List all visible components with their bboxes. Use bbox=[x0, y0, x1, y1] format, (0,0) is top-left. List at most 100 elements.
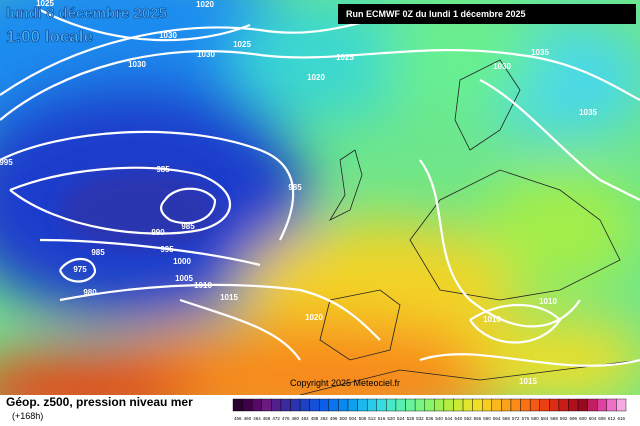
isobar-label: 1035 bbox=[579, 108, 597, 117]
colorbar-swatch bbox=[472, 398, 483, 412]
colorbar-swatch bbox=[529, 398, 540, 412]
colorbar-swatch bbox=[453, 398, 464, 412]
colorbar-swatch bbox=[251, 398, 262, 412]
colorbar-swatch bbox=[434, 398, 445, 412]
colorbar-swatch bbox=[357, 398, 368, 412]
isobar-label: 980 bbox=[83, 288, 97, 297]
colorbar-label: 500 bbox=[339, 416, 347, 421]
colorbar-label: 464 bbox=[253, 416, 261, 421]
colorbar: 456 460 464 468 472 476 480 484 488 492 496 500 504 5… bbox=[232, 398, 627, 421]
colorbar-label: 540 bbox=[435, 416, 443, 421]
colorbar-label: 568 bbox=[502, 416, 510, 421]
colorbar-swatch bbox=[606, 398, 617, 412]
isobar-label: 975 bbox=[73, 265, 87, 274]
colorbar-label: 552 bbox=[464, 416, 472, 421]
colorbar-label: 560 bbox=[483, 416, 491, 421]
colorbar-swatch bbox=[491, 398, 502, 412]
colorbar-swatch bbox=[510, 398, 521, 412]
colorbar-swatch bbox=[328, 398, 339, 412]
colorbar-label: 588 bbox=[550, 416, 558, 421]
isobar-label: 995 bbox=[160, 245, 174, 254]
colorbar-label: 592 bbox=[560, 416, 568, 421]
isobar-label: 995 bbox=[0, 158, 13, 167]
colorbar-swatch bbox=[501, 398, 512, 412]
colorbar-label: 596 bbox=[570, 416, 578, 421]
colorbar-swatch bbox=[520, 398, 531, 412]
isobar-label: 1030 bbox=[159, 31, 177, 40]
colorbar-label: 536 bbox=[426, 416, 434, 421]
colorbar-swatch bbox=[414, 398, 425, 412]
lead-time: (+168h) bbox=[12, 411, 43, 421]
colorbar-swatch bbox=[376, 398, 387, 412]
colorbar-label: 496 bbox=[330, 416, 338, 421]
colorbar-swatch bbox=[443, 398, 454, 412]
colorbar-label: 508 bbox=[359, 416, 367, 421]
isobar-label: 985 bbox=[91, 248, 105, 257]
colorbar-label: 564 bbox=[493, 416, 501, 421]
colorbar-swatch bbox=[405, 398, 416, 412]
legend-title: Géop. z500, pression niveau mer bbox=[6, 395, 193, 409]
colorbar-label: 456 bbox=[234, 416, 242, 421]
colorbar-swatch bbox=[568, 398, 579, 412]
colorbar-label: 468 bbox=[263, 416, 271, 421]
isobar-label: 1025 bbox=[336, 53, 354, 62]
colorbar-label: 532 bbox=[416, 416, 424, 421]
colorbar-swatch bbox=[558, 398, 569, 412]
colorbar-label: 604 bbox=[589, 416, 597, 421]
time-label: 1:00 locale bbox=[6, 27, 93, 46]
colorbar-swatch bbox=[386, 398, 397, 412]
colorbar-swatch bbox=[280, 398, 291, 412]
low-cores bbox=[60, 170, 220, 250]
colorbar-label: 476 bbox=[282, 416, 290, 421]
isobar-labels: 1025 1020 1030 1030 1025 1030 1020 1025 … bbox=[0, 0, 597, 386]
colorbar-label: 556 bbox=[474, 416, 482, 421]
colorbar-swatch bbox=[338, 398, 349, 412]
isobar-label: 1015 bbox=[519, 377, 537, 386]
coastlines bbox=[299, 59, 640, 396]
colorbar-label: 520 bbox=[387, 416, 395, 421]
colorbar-label: 472 bbox=[272, 416, 280, 421]
isobar-label: 1010 bbox=[483, 315, 501, 324]
isobar-label: 985 bbox=[156, 165, 170, 174]
colorbar-label: 580 bbox=[531, 416, 539, 421]
colorbar-label: 516 bbox=[378, 416, 386, 421]
isobar-label: 1020 bbox=[196, 0, 214, 9]
colorbar-label: 460 bbox=[244, 416, 252, 421]
colorbar-swatch bbox=[232, 398, 243, 412]
colorbar-swatch bbox=[290, 398, 301, 412]
colorbar-swatch bbox=[616, 398, 627, 412]
colorbar-label: 548 bbox=[454, 416, 462, 421]
isobar-label: 1020 bbox=[305, 313, 323, 322]
colorbar-swatch bbox=[577, 398, 588, 412]
colorbar-swatch bbox=[395, 398, 406, 412]
colorbar-swatch bbox=[462, 398, 473, 412]
colorbar-label: 524 bbox=[397, 416, 405, 421]
colorbar-label: 512 bbox=[368, 416, 376, 421]
colorbar-label: 572 bbox=[512, 416, 520, 421]
isobars bbox=[0, 8, 640, 367]
colorbar-label: 484 bbox=[301, 416, 309, 421]
isobar-label: 1030 bbox=[128, 60, 146, 69]
isobar-label: 985 bbox=[288, 183, 302, 192]
colorbar-label: 584 bbox=[541, 416, 549, 421]
colorbar-swatch bbox=[482, 398, 493, 412]
isobar-label: 1010 bbox=[539, 297, 557, 306]
colorbar-label: 612 bbox=[608, 416, 616, 421]
colorbar-label: 576 bbox=[522, 416, 530, 421]
colorbar-label: 504 bbox=[349, 416, 357, 421]
isobar-label: 985 bbox=[181, 222, 195, 231]
colorbar-swatch bbox=[549, 398, 560, 412]
isobar-label: 1035 bbox=[531, 48, 549, 57]
colorbar-swatch bbox=[347, 398, 358, 412]
isobar-label: 1030 bbox=[493, 62, 511, 71]
colorbar-swatch bbox=[261, 398, 272, 412]
colorbar-label: 600 bbox=[579, 416, 587, 421]
colorbar-swatch bbox=[587, 398, 598, 412]
isobar-label: 1005 bbox=[175, 274, 193, 283]
isobar-label: 990 bbox=[151, 228, 165, 237]
isobar-label: 1025 bbox=[233, 40, 251, 49]
isobar-label: 1015 bbox=[220, 293, 238, 302]
colorbar-swatch bbox=[539, 398, 550, 412]
